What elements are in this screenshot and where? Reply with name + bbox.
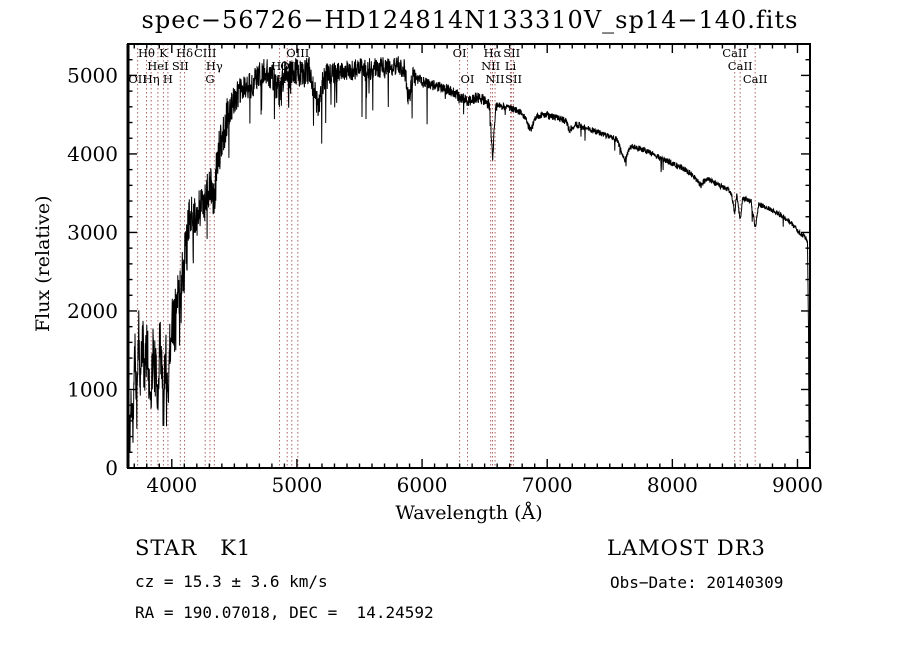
svg-text:Hδ: Hδ: [176, 46, 193, 60]
svg-text:Hβ: Hβ: [271, 59, 288, 73]
svg-text:OI: OI: [453, 46, 467, 60]
y-axis-label: Flux (relative): [32, 195, 54, 333]
svg-text:Hθ: Hθ: [138, 46, 155, 60]
svg-text:0: 0: [105, 456, 118, 480]
obs-date-label: Obs−Date: 20140309: [610, 573, 784, 592]
svg-text:HeI: HeI: [276, 72, 297, 86]
cz-velocity-label: cz = 15.3 ± 3.6 km/s: [135, 572, 328, 591]
svg-text:5000: 5000: [67, 63, 118, 87]
svg-text:8000: 8000: [647, 473, 698, 497]
x-axis-label: Wavelength (Å): [395, 502, 543, 524]
svg-text:CaII: CaII: [728, 59, 753, 73]
svg-text:CIII: CIII: [194, 46, 216, 60]
svg-text:G: G: [205, 72, 214, 86]
svg-text:Li: Li: [505, 59, 517, 73]
survey-label: LAMOST DR3: [607, 536, 766, 560]
svg-text:2000: 2000: [67, 299, 118, 323]
svg-text:1000: 1000: [67, 377, 118, 401]
ra-dec-label: RA = 190.07018, DEC = 14.24592: [135, 603, 434, 622]
svg-text:5000: 5000: [271, 473, 322, 497]
svg-text:K: K: [159, 46, 168, 60]
svg-text:CaII: CaII: [722, 46, 747, 60]
svg-text:OIII: OIII: [286, 46, 309, 60]
svg-text:HeI: HeI: [147, 59, 168, 73]
svg-text:NII: NII: [485, 72, 504, 86]
svg-text:Hγ: Hγ: [206, 59, 223, 73]
svg-text:CaII: CaII: [743, 72, 768, 86]
svg-text:OII: OII: [128, 72, 147, 86]
object-type-label: STAR K1: [135, 536, 252, 560]
svg-text:3000: 3000: [67, 220, 118, 244]
svg-text:4000: 4000: [67, 142, 118, 166]
svg-text:NII: NII: [481, 59, 500, 73]
svg-text:9000: 9000: [772, 473, 823, 497]
svg-text:OI: OI: [461, 72, 475, 86]
svg-text:OIII: OIII: [280, 59, 303, 73]
plot-title: spec−56726−HD124814N133310V_sp14−140.fit…: [141, 6, 799, 34]
svg-text:6000: 6000: [397, 473, 448, 497]
svg-text:SII: SII: [172, 59, 189, 73]
svg-text:Hη: Hη: [143, 72, 160, 86]
svg-text:H: H: [163, 72, 173, 86]
svg-text:SII: SII: [505, 72, 522, 86]
svg-text:7000: 7000: [522, 473, 573, 497]
svg-text:4000: 4000: [146, 473, 197, 497]
svg-text:SII: SII: [503, 46, 520, 60]
svg-text:Hα: Hα: [484, 46, 502, 60]
